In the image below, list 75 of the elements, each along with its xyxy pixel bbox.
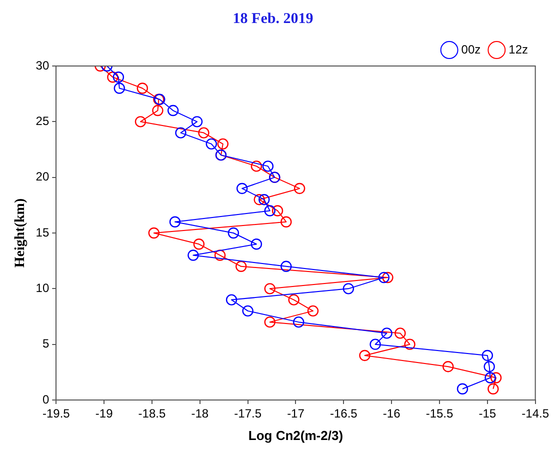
x-tick-label: -16.5 (330, 406, 358, 421)
point (293, 316, 304, 328)
point (370, 338, 381, 350)
point (280, 216, 292, 228)
point (404, 338, 416, 350)
point (288, 294, 300, 306)
point (217, 138, 228, 150)
point (484, 361, 495, 372)
y-tick-label: 5 (42, 336, 50, 351)
point (381, 328, 392, 339)
y-tick-label: 0 (42, 392, 50, 406)
point (484, 372, 496, 384)
y-tick-label: 15 (36, 225, 50, 240)
legend-label: 12z (508, 42, 528, 56)
point (280, 260, 292, 272)
point (152, 104, 164, 116)
point (394, 328, 406, 339)
y-tick-label: 25 (36, 114, 50, 128)
y-tick-label: 20 (36, 170, 50, 184)
point (206, 138, 217, 150)
point (272, 205, 284, 216)
point (228, 227, 240, 239)
point (193, 238, 205, 250)
point (250, 238, 262, 250)
point (359, 350, 370, 362)
point (107, 72, 118, 83)
point (236, 182, 248, 194)
point (169, 216, 181, 228)
point (258, 194, 270, 206)
x-tick-label: -14.5 (522, 406, 550, 421)
point (114, 82, 125, 94)
x-tick-label: -19.5 (42, 406, 70, 421)
point (264, 205, 276, 216)
point (254, 194, 265, 206)
x-axis-title: Log Cn2(m-2/3) (248, 428, 344, 443)
point (378, 272, 390, 284)
x-tick-label: -17.5 (234, 406, 262, 421)
point (264, 283, 276, 294)
point (175, 127, 186, 138)
x-tick-label: -19 (95, 406, 114, 421)
point (307, 305, 319, 317)
point (136, 82, 148, 94)
point (262, 160, 274, 172)
point (382, 272, 394, 284)
point (294, 182, 306, 194)
x-tick-label: -18 (191, 406, 209, 421)
legend-label: 00z (461, 42, 481, 56)
point (214, 250, 226, 261)
point (112, 72, 124, 83)
point (191, 116, 203, 128)
x-tick-label: -18.5 (138, 406, 166, 421)
y-tick-label: 30 (36, 58, 50, 72)
point (456, 383, 468, 394)
point (188, 250, 199, 261)
x-tick-label: -17 (287, 406, 305, 421)
point (134, 116, 146, 128)
point (442, 361, 454, 372)
point (490, 372, 502, 384)
x-tick-label: -15 (478, 406, 496, 421)
point (242, 305, 254, 317)
point (236, 260, 247, 272)
point (482, 350, 494, 362)
point (342, 283, 354, 294)
point (488, 383, 499, 394)
point (250, 160, 262, 172)
x-tick-label: -16 (382, 406, 401, 421)
chart-title: 18 Feb. 2019 (232, 10, 314, 27)
point (167, 104, 179, 116)
point (198, 127, 210, 138)
y-tick-label: 10 (36, 280, 50, 295)
point (226, 294, 238, 306)
y-axis-title: Height(km) (13, 198, 28, 268)
point (264, 316, 276, 328)
point (148, 227, 160, 239)
x-tick-label: -15.5 (426, 406, 454, 421)
